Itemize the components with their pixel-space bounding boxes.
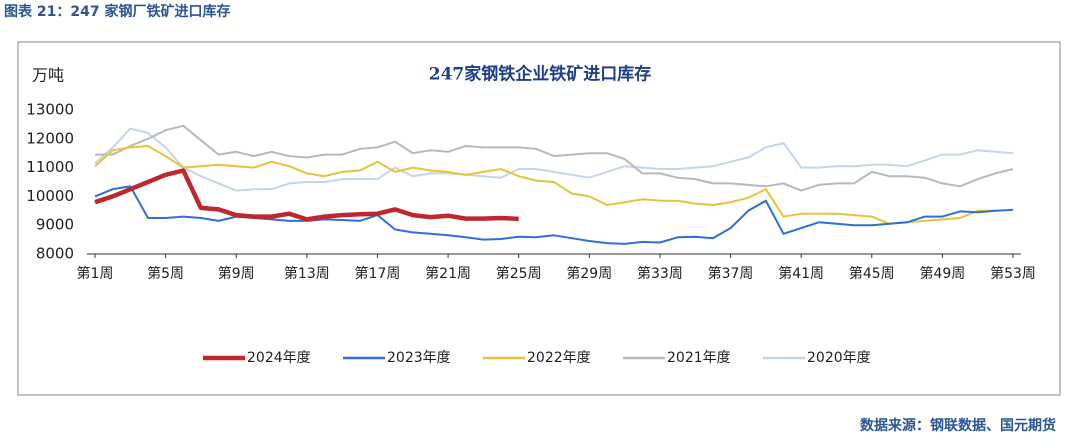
heading: 图表 21：247 家钢厂铁矿进口库存: [4, 3, 230, 20]
chart-frame: [17, 41, 1061, 396]
y-tick-label: 10000: [26, 187, 74, 205]
x-tick-label: 第49周: [919, 265, 965, 282]
legend-label: 2022年度: [527, 350, 591, 366]
x-tick-label: 第13周: [284, 265, 330, 282]
x-tick-label: 第37周: [708, 265, 754, 282]
series-line: [94, 168, 519, 222]
legend-label: 2021年度: [667, 350, 731, 366]
x-tick-label: 第9周: [218, 265, 255, 282]
y-tick-label: 11000: [26, 158, 74, 176]
series-line: [94, 145, 996, 225]
x-tick-label: 第21周: [425, 265, 471, 282]
x-tick-label: 第53周: [990, 265, 1036, 282]
x-tick-label: 第33周: [637, 265, 683, 282]
x-tick-label: 第5周: [147, 265, 184, 282]
y-tick-label: 9000: [36, 216, 74, 234]
y-tick-label: 12000: [26, 129, 74, 147]
y-tick-label: 13000: [26, 101, 74, 119]
x-tick-label: 第1周: [77, 265, 114, 282]
legend-label: 2020年度: [807, 350, 871, 366]
x-tick-label: 第17周: [355, 265, 401, 282]
series-line: [94, 127, 1014, 192]
y-axis-label: 万吨: [32, 66, 64, 85]
series-line: [95, 124, 1014, 192]
x-tick-label: 第41周: [778, 265, 824, 282]
y-tick-label: 8000: [36, 245, 74, 263]
legend-label: 2024年度: [247, 350, 311, 366]
legend-label: 2023年度: [387, 350, 451, 366]
x-tick-label: 第45周: [849, 265, 895, 282]
x-tick-label: 第29周: [566, 265, 612, 282]
chart-title: 247家钢铁企业铁矿进口库存: [429, 64, 652, 85]
source: 数据来源：钢联数据、国元期货: [860, 417, 1056, 434]
x-tick-label: 第25周: [496, 265, 542, 282]
